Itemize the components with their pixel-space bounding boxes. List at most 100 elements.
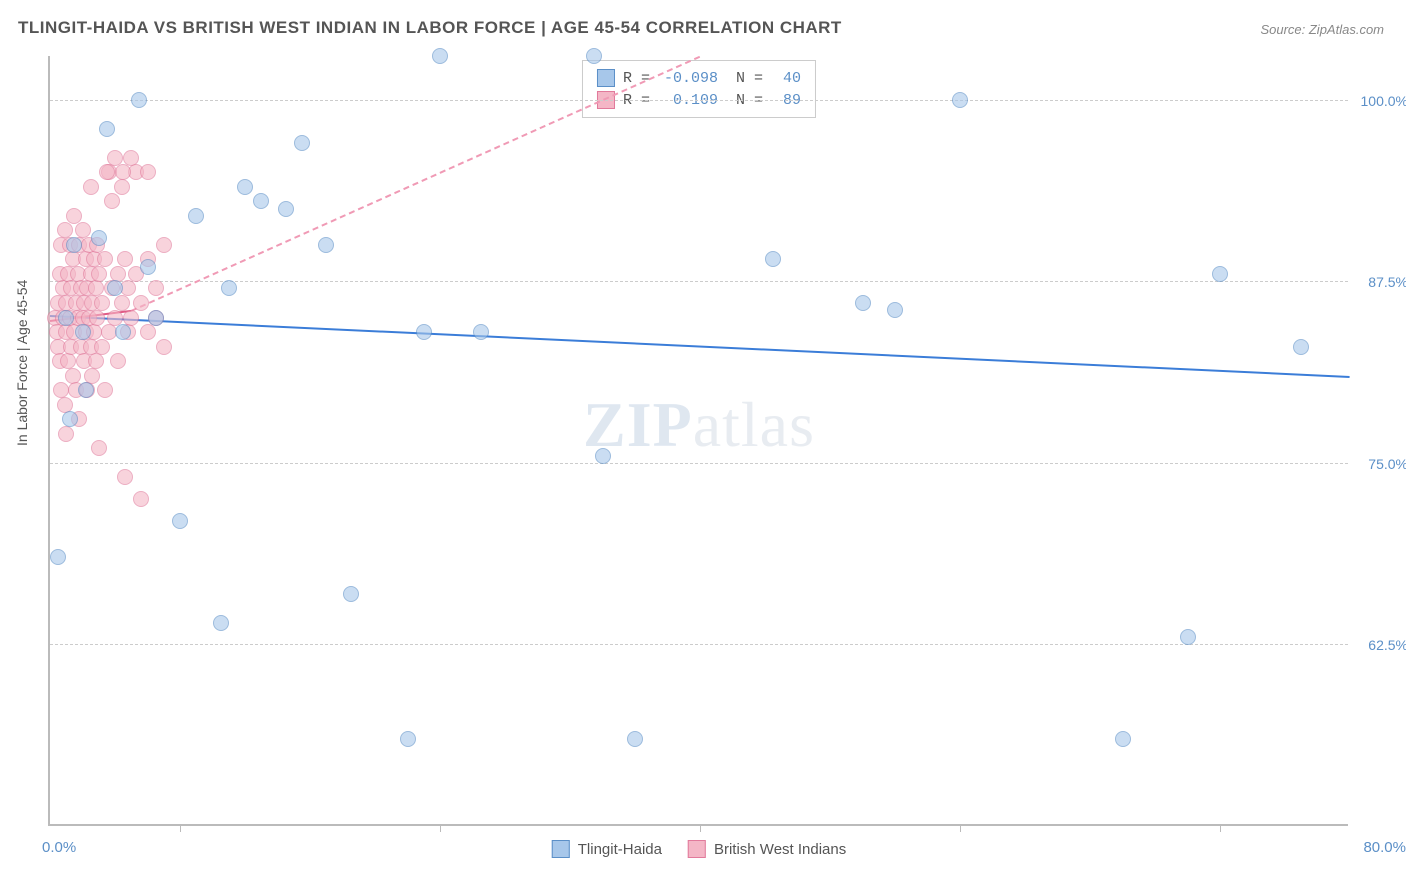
scatter-point-th	[172, 513, 188, 529]
x-tick	[180, 824, 181, 832]
y-tick-label: 100.0%	[1353, 93, 1406, 109]
x-tick	[700, 824, 701, 832]
scatter-point-bwi	[89, 310, 105, 326]
scatter-point-bwi	[110, 353, 126, 369]
scatter-point-th	[237, 179, 253, 195]
scatter-point-th	[586, 48, 602, 64]
scatter-point-th	[416, 324, 432, 340]
y-tick-label: 75.0%	[1353, 456, 1406, 472]
scatter-point-bwi	[156, 339, 172, 355]
scatter-point-th	[188, 208, 204, 224]
scatter-point-bwi	[114, 295, 130, 311]
y-tick-label: 87.5%	[1353, 274, 1406, 290]
gridline: 100.0%	[50, 100, 1348, 101]
scatter-point-th	[1293, 339, 1309, 355]
scatter-point-bwi	[115, 164, 131, 180]
x-tick	[960, 824, 961, 832]
scatter-point-th	[107, 280, 123, 296]
trend-line	[131, 56, 701, 312]
scatter-point-th	[400, 731, 416, 747]
x-tick	[440, 824, 441, 832]
scatter-point-bwi	[65, 368, 81, 384]
scatter-point-th	[1212, 266, 1228, 282]
chart-title: TLINGIT-HAIDA VS BRITISH WEST INDIAN IN …	[18, 18, 842, 38]
scatter-point-bwi	[156, 237, 172, 253]
scatter-point-th	[318, 237, 334, 253]
legend-row: R =-0.098N =40	[597, 67, 801, 89]
scatter-point-th	[58, 310, 74, 326]
scatter-point-bwi	[140, 164, 156, 180]
y-axis-label: In Labor Force | Age 45-54	[14, 280, 30, 446]
watermark-rest: atlas	[693, 389, 815, 460]
scatter-point-bwi	[107, 150, 123, 166]
scatter-point-bwi	[114, 179, 130, 195]
scatter-point-th	[887, 302, 903, 318]
gridline: 75.0%	[50, 463, 1348, 464]
source-label: Source: ZipAtlas.com	[1260, 22, 1384, 37]
scatter-point-th	[1180, 629, 1196, 645]
scatter-point-th	[294, 135, 310, 151]
scatter-point-bwi	[99, 164, 115, 180]
scatter-point-th	[91, 230, 107, 246]
scatter-point-bwi	[97, 382, 113, 398]
scatter-point-th	[75, 324, 91, 340]
correlation-legend: R =-0.098N =40R = 0.109N =89	[582, 60, 816, 118]
legend-item: British West Indians	[688, 840, 846, 858]
scatter-point-th	[131, 92, 147, 108]
scatter-point-th	[253, 193, 269, 209]
scatter-point-bwi	[53, 382, 69, 398]
legend-swatch	[597, 69, 615, 87]
scatter-point-th	[952, 92, 968, 108]
scatter-point-bwi	[133, 491, 149, 507]
trend-line	[50, 315, 1350, 378]
legend-label: British West Indians	[714, 841, 846, 858]
scatter-point-th	[1115, 731, 1131, 747]
scatter-point-bwi	[123, 310, 139, 326]
y-tick-label: 62.5%	[1353, 637, 1406, 653]
scatter-point-bwi	[97, 251, 113, 267]
scatter-point-th	[99, 121, 115, 137]
scatter-point-bwi	[91, 266, 107, 282]
scatter-point-th	[343, 586, 359, 602]
x-tick	[1220, 824, 1221, 832]
scatter-point-th	[62, 411, 78, 427]
scatter-point-bwi	[91, 440, 107, 456]
scatter-point-bwi	[148, 280, 164, 296]
scatter-point-bwi	[101, 324, 117, 340]
scatter-point-bwi	[140, 324, 156, 340]
scatter-point-th	[432, 48, 448, 64]
scatter-point-th	[78, 382, 94, 398]
scatter-point-th	[115, 324, 131, 340]
scatter-point-bwi	[58, 426, 74, 442]
scatter-point-th	[140, 259, 156, 275]
scatter-point-bwi	[104, 193, 120, 209]
scatter-point-th	[221, 280, 237, 296]
scatter-point-bwi	[94, 339, 110, 355]
scatter-point-bwi	[117, 469, 133, 485]
n-value: 40	[771, 70, 801, 87]
scatter-point-th	[627, 731, 643, 747]
scatter-point-bwi	[117, 251, 133, 267]
scatter-point-bwi	[66, 208, 82, 224]
n-label: N =	[736, 70, 763, 87]
scatter-point-th	[595, 448, 611, 464]
series-legend: Tlingit-Haida British West Indians	[552, 840, 846, 858]
legend-swatch	[688, 840, 706, 858]
gridline: 62.5%	[50, 644, 1348, 645]
scatter-point-th	[213, 615, 229, 631]
scatter-point-bwi	[110, 266, 126, 282]
legend-item: Tlingit-Haida	[552, 840, 662, 858]
scatter-point-bwi	[94, 295, 110, 311]
scatter-point-th	[855, 295, 871, 311]
scatter-point-th	[473, 324, 489, 340]
gridline: 87.5%	[50, 281, 1348, 282]
scatter-point-th	[66, 237, 82, 253]
legend-swatch	[552, 840, 570, 858]
x-axis-min-label: 0.0%	[42, 839, 76, 856]
scatter-point-th	[765, 251, 781, 267]
chart-plot-area: ZIPatlas R =-0.098N =40R = 0.109N =89 0.…	[48, 56, 1348, 826]
scatter-point-th	[148, 310, 164, 326]
scatter-point-th	[50, 549, 66, 565]
scatter-point-th	[278, 201, 294, 217]
legend-label: Tlingit-Haida	[578, 841, 662, 858]
